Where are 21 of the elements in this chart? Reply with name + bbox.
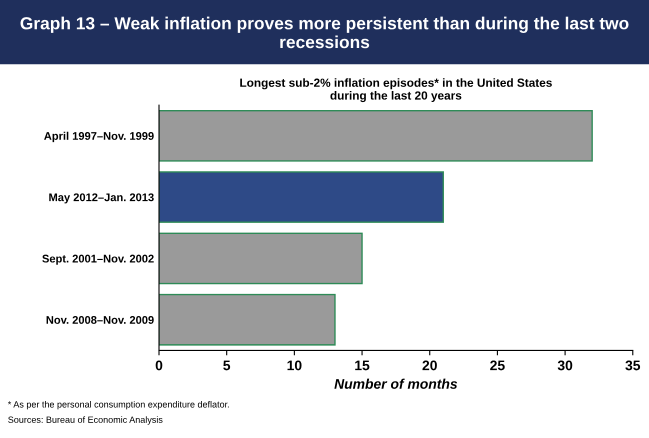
x-tick-label: 35 <box>625 360 640 370</box>
x-tick-label: 15 <box>355 360 370 370</box>
chart-title: Graph 13 – Weak inflation proves more persistent than during the last two recessions <box>20 16 629 48</box>
x-axis-title: Number of months <box>334 378 458 389</box>
y-tick-label: Nov. 2008–Nov. 2009 <box>46 316 154 324</box>
bar <box>159 171 444 223</box>
text: * As per the personal consumption expenditure deflator. <box>8 400 229 410</box>
x-tick-label: 0 <box>156 360 162 370</box>
x-tick-label: 25 <box>490 360 505 370</box>
bar <box>159 110 593 162</box>
x-tick-label: 30 <box>558 360 572 370</box>
x-tick-label: 5 <box>223 360 230 370</box>
y-tick-label: May 2012–Jan. 2013 <box>49 193 154 204</box>
x-tick-label: 10 <box>288 360 302 370</box>
source-note: Sources: Bureau of Economic Analysis <box>8 416 163 425</box>
chart-subtitle: Longest sub-2% inflation episodes* in the United States during the last 20 years <box>240 78 552 102</box>
bar <box>159 232 363 284</box>
y-tick-label: April 1997–Nov. 1999 <box>44 132 154 142</box>
bar <box>159 294 336 346</box>
x-tick-label: 20 <box>422 360 437 370</box>
y-tick-label: Sept. 2001–Nov. 2002 <box>42 254 154 265</box>
